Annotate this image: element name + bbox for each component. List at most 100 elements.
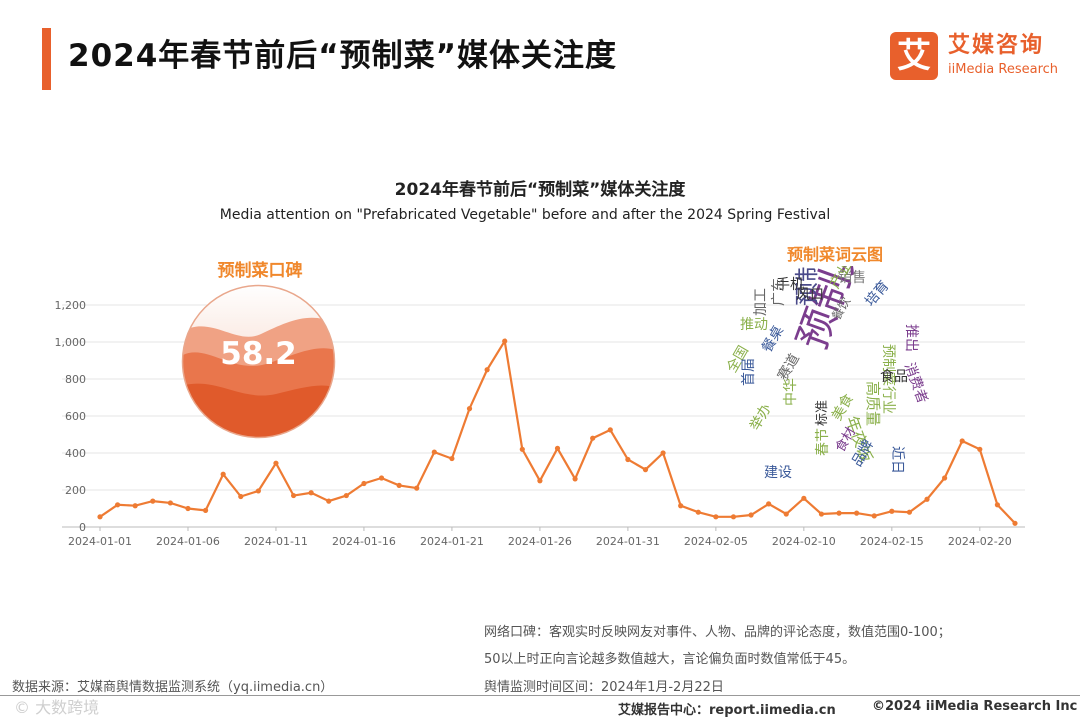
data-point: [396, 482, 402, 488]
data-point: [290, 492, 297, 499]
wordcloud-word: 标准: [815, 399, 830, 426]
data-point: [889, 508, 895, 514]
chart-subtitle: Media attention on "Prefabricated Vegeta…: [219, 207, 831, 223]
y-tick-label: 0: [79, 521, 86, 534]
koubei-value: 58.2: [220, 336, 297, 372]
data-point: [466, 406, 473, 412]
wordcloud-word: 食品: [880, 369, 908, 385]
y-tick-label: 800: [65, 373, 86, 386]
data-point: [150, 498, 156, 504]
data-point: [238, 493, 244, 500]
x-tick-label: 2024-02-10: [772, 535, 836, 548]
wordcloud-word: 近日: [889, 446, 905, 474]
wordcloud-word: 春节: [815, 428, 831, 456]
wordcloud-word: 手机: [776, 277, 804, 293]
chart-title: 2024年春节前后“预制菜”媒体关注度: [394, 180, 686, 200]
x-tick-label: 2024-01-01: [68, 535, 132, 548]
data-point: [748, 512, 754, 518]
y-tick-label: 600: [65, 410, 86, 423]
data-point: [114, 502, 121, 508]
wordcloud-word: 推动: [740, 317, 768, 333]
data-point: [414, 485, 420, 491]
y-tick-label: 200: [65, 484, 86, 497]
data-point: [537, 478, 543, 484]
wordcloud-word: 加工: [753, 288, 769, 316]
data-point: [871, 513, 877, 519]
data-point: [695, 509, 701, 515]
data-point: [625, 456, 631, 463]
data-point: [924, 496, 930, 502]
x-tick-label: 2024-01-16: [332, 535, 396, 548]
wordcloud-word: 举办: [747, 401, 775, 434]
data-point: [994, 502, 1001, 508]
data-point: [554, 445, 561, 451]
wordcloud-word: 首届: [741, 358, 757, 386]
data-point: [977, 446, 983, 452]
iimedia-logo: 艾 艾媒咨询 iiMedia Research: [890, 32, 1065, 82]
x-tick-label: 2024-01-06: [156, 535, 220, 548]
data-point: [660, 450, 666, 456]
x-tick-label: 2024-02-20: [948, 535, 1012, 548]
data-point: [836, 510, 842, 516]
wordcloud-title: 预制菜词云图: [786, 245, 883, 264]
wordcloud-word: 培育: [862, 277, 893, 310]
y-tick-label: 1,000: [55, 336, 87, 349]
data-point: [801, 495, 807, 501]
data-point: [343, 492, 349, 499]
data-point: [361, 480, 367, 487]
data-point: [713, 514, 719, 520]
wordcloud-word: 销售: [838, 270, 866, 286]
data-point: [730, 514, 737, 520]
data-point: [97, 514, 103, 520]
x-axis-ticks: 2024-01-01 2024-01-06 2024-01-11 2024-01-16…: [68, 527, 1012, 548]
data-point: [202, 507, 209, 513]
data-point: [449, 455, 455, 462]
logo-mark: 艾: [890, 32, 938, 80]
data-point: [766, 501, 772, 507]
data-point: [572, 476, 578, 482]
data-point: [854, 510, 860, 516]
note-koubei-definition: 网络口碑：客观实时反映网友对事件、人物、品牌的评论态度，数值范围0-100；: [484, 625, 951, 640]
data-point: [255, 488, 261, 494]
note-monitor-period: 舆情监测时间区间：2024年1月-2月22日: [484, 680, 724, 695]
y-tick-label: 400: [65, 447, 86, 460]
data-point: [783, 511, 789, 517]
x-tick-label: 2024-02-15: [860, 535, 924, 548]
koubei-circle: [181, 284, 336, 439]
word-cloud: 预制菜 预制 手机 销售 风口 产业园 培育 加工 广东 推动 餐桌 全国 举办 建设 推出 消费者 预制菜行业…: [720, 266, 960, 506]
data-point: [818, 511, 825, 517]
data-point: [607, 427, 613, 433]
data-point: [378, 475, 385, 481]
wordcloud-word: 推出: [903, 324, 919, 352]
watermark: © 大数跨境: [14, 698, 100, 717]
series-points: [97, 338, 1018, 526]
x-tick-label: 2024-01-11: [244, 535, 308, 548]
data-point: [308, 490, 314, 496]
footer-report-link[interactable]: 艾媒报告中心：report.iimedia.cn: [618, 703, 836, 718]
data-point: [590, 435, 596, 441]
y-tick-label: 1,200: [55, 299, 87, 312]
wordcloud-word: 广东: [771, 278, 787, 306]
wordcloud-word: 风口: [796, 287, 824, 303]
wordcloud-word: 高质量: [864, 381, 882, 427]
data-point: [167, 500, 173, 506]
logo-en: iiMedia Research: [948, 62, 1059, 77]
koubei-title: 预制菜口碑: [217, 261, 303, 281]
x-tick-label: 2024-01-21: [420, 535, 484, 548]
data-source: 数据来源：艾媒商舆情数据监测系统（yq.iimedia.cn）: [12, 680, 334, 695]
x-tick-label: 2024-02-05: [684, 535, 748, 548]
x-tick-label: 2024-01-31: [596, 535, 660, 548]
title-accent-bar: [42, 28, 51, 90]
data-point: [502, 338, 508, 344]
data-point: [678, 503, 684, 509]
y-axis-ticks: 0 200 400 600 800 1,000 1,200: [55, 299, 87, 534]
data-point: [959, 438, 965, 444]
x-tick-label: 2024-01-26: [508, 535, 572, 548]
data-point: [519, 446, 525, 452]
data-point: [942, 475, 948, 481]
data-point: [185, 505, 191, 512]
data-point: [273, 460, 279, 466]
note-koubei-scale: 50以上时正向言论越多数值越大，言论偏负面时数值常低于45。: [484, 652, 856, 667]
data-point: [326, 498, 332, 504]
